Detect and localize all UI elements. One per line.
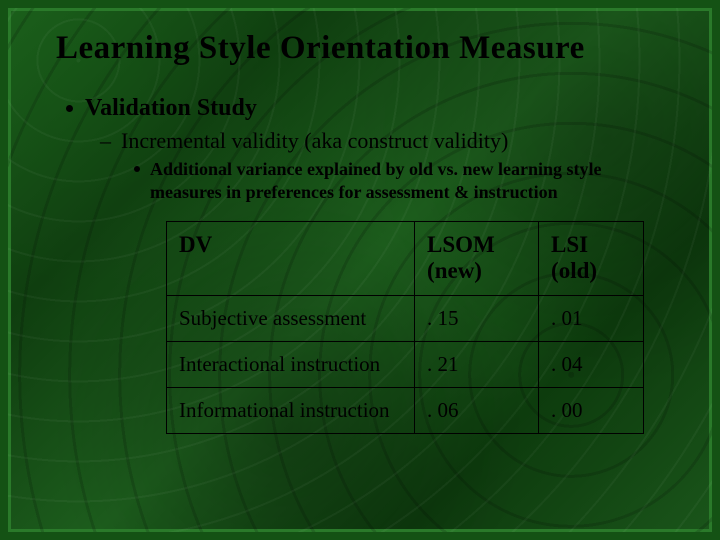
bullet-level1: Validation Study (66, 95, 664, 122)
bullet-icon (134, 166, 140, 172)
header-lsi-line1: LSI (551, 232, 588, 257)
cell-dv: Interactional instruction (167, 341, 415, 387)
header-lsi: LSI (old) (539, 222, 644, 296)
level1-text: Validation Study (85, 95, 257, 122)
table-header-row: DV LSOM (new) LSI (old) (167, 222, 644, 296)
slide-title: Learning Style Orientation Measure (56, 30, 664, 67)
cell-dv: Subjective assessment (167, 295, 415, 341)
table-row: Subjective assessment . 15 . 01 (167, 295, 644, 341)
slide-content: Learning Style Orientation Measure Valid… (8, 8, 712, 532)
data-table: DV LSOM (new) LSI (old) Subjective asses (166, 221, 644, 434)
header-dv: DV (167, 222, 415, 296)
cell-lsi: . 00 (539, 387, 644, 433)
header-lsi-line2: (old) (551, 258, 597, 283)
level2-text: Incremental validity (aka construct vali… (121, 128, 508, 154)
header-lsom-line2: (new) (427, 258, 482, 283)
cell-lsi: . 01 (539, 295, 644, 341)
bullet-level2: – Incremental validity (aka construct va… (100, 128, 664, 154)
cell-dv: Informational instruction (167, 387, 415, 433)
data-table-wrap: DV LSOM (new) LSI (old) Subjective asses (166, 221, 644, 434)
cell-lsom: . 21 (415, 341, 539, 387)
cell-lsom: . 15 (415, 295, 539, 341)
bullet-level3: Additional variance explained by old vs.… (134, 158, 664, 203)
cell-lsi: . 04 (539, 341, 644, 387)
slide-frame: Learning Style Orientation Measure Valid… (0, 0, 720, 540)
cell-lsom: . 06 (415, 387, 539, 433)
bullet-icon (66, 105, 73, 112)
header-lsom: LSOM (new) (415, 222, 539, 296)
table-row: Informational instruction . 06 . 00 (167, 387, 644, 433)
level3-text: Additional variance explained by old vs.… (150, 158, 664, 203)
header-lsom-line1: LSOM (427, 232, 495, 257)
dash-icon: – (100, 128, 111, 154)
table-row: Interactional instruction . 21 . 04 (167, 341, 644, 387)
